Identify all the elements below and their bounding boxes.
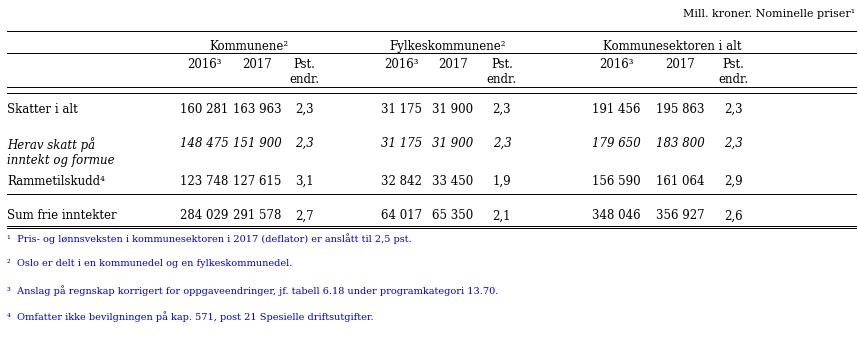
Text: 2,9: 2,9: [724, 175, 743, 188]
Text: 127 615: 127 615: [233, 175, 281, 188]
Text: Pst.
endr.: Pst. endr.: [718, 58, 749, 86]
Text: 31 175: 31 175: [381, 137, 422, 150]
Text: 183 800: 183 800: [656, 137, 704, 150]
Text: 163 963: 163 963: [233, 103, 281, 116]
Text: 32 842: 32 842: [381, 175, 422, 188]
Text: 123 748: 123 748: [180, 175, 228, 188]
Text: ²  Oslo er delt i en kommunedel og en fylkeskommunedel.: ² Oslo er delt i en kommunedel og en fyl…: [7, 259, 293, 268]
Text: 195 863: 195 863: [656, 103, 704, 116]
Text: Skatter i alt: Skatter i alt: [7, 103, 77, 116]
Text: 65 350: 65 350: [432, 209, 474, 222]
Text: 2016³: 2016³: [384, 58, 419, 71]
Text: Rammetilskudd⁴: Rammetilskudd⁴: [7, 175, 105, 188]
Text: 1,9: 1,9: [492, 175, 511, 188]
Text: 2016³: 2016³: [187, 58, 221, 71]
Text: 161 064: 161 064: [656, 175, 704, 188]
Text: 2016³: 2016³: [599, 58, 633, 71]
Text: 179 650: 179 650: [592, 137, 640, 150]
Text: 348 046: 348 046: [592, 209, 640, 222]
Text: 284 029: 284 029: [180, 209, 228, 222]
Text: 2017: 2017: [243, 58, 272, 71]
Text: 2017: 2017: [666, 58, 695, 71]
Text: 148 475: 148 475: [180, 137, 228, 150]
Text: 2,3: 2,3: [724, 137, 743, 150]
Text: 156 590: 156 590: [592, 175, 640, 188]
Text: 31 175: 31 175: [381, 103, 422, 116]
Text: Fylkeskommunene²: Fylkeskommunene²: [390, 40, 506, 53]
Text: 2,1: 2,1: [492, 209, 511, 222]
Text: 33 450: 33 450: [432, 175, 474, 188]
Text: 2,6: 2,6: [724, 209, 743, 222]
Text: 2,3: 2,3: [295, 137, 314, 150]
Text: 356 927: 356 927: [656, 209, 704, 222]
Text: 31 900: 31 900: [432, 103, 474, 116]
Text: Pst.
endr.: Pst. endr.: [289, 58, 320, 86]
Text: Pst.
endr.: Pst. endr.: [486, 58, 517, 86]
Text: 31 900: 31 900: [432, 137, 474, 150]
Text: ³  Anslag på regnskap korrigert for oppgaveendringer, jf. tabell 6.18 under prog: ³ Anslag på regnskap korrigert for oppga…: [7, 285, 498, 296]
Text: 2,3: 2,3: [492, 137, 511, 150]
Text: Sum frie inntekter: Sum frie inntekter: [7, 209, 117, 222]
Text: 64 017: 64 017: [381, 209, 422, 222]
Text: 160 281: 160 281: [180, 103, 228, 116]
Text: Mill. kroner. Nominelle priser¹: Mill. kroner. Nominelle priser¹: [683, 9, 855, 19]
Text: 191 456: 191 456: [592, 103, 640, 116]
Text: 2017: 2017: [438, 58, 468, 71]
Text: 2,3: 2,3: [295, 103, 314, 116]
Text: 291 578: 291 578: [233, 209, 281, 222]
Text: 2,3: 2,3: [724, 103, 743, 116]
Text: Kommunesektoren i alt: Kommunesektoren i alt: [603, 40, 742, 53]
Text: 151 900: 151 900: [233, 137, 281, 150]
Text: ⁴  Omfatter ikke bevilgningen på kap. 571, post 21 Spesielle driftsutgifter.: ⁴ Omfatter ikke bevilgningen på kap. 571…: [7, 311, 373, 322]
Text: Kommunene²: Kommunene²: [209, 40, 288, 53]
Text: 2,3: 2,3: [492, 103, 511, 116]
Text: 3,1: 3,1: [295, 175, 314, 188]
Text: 2,7: 2,7: [295, 209, 314, 222]
Text: ¹  Pris- og lønnsveksten i kommunesektoren i 2017 (deflator) er anslått til 2,5 : ¹ Pris- og lønnsveksten i kommunesektore…: [7, 233, 412, 244]
Text: Herav skatt på
inntekt og formue: Herav skatt på inntekt og formue: [7, 137, 114, 167]
